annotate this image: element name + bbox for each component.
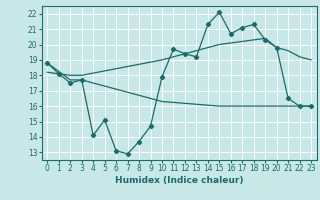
X-axis label: Humidex (Indice chaleur): Humidex (Indice chaleur): [115, 176, 244, 185]
